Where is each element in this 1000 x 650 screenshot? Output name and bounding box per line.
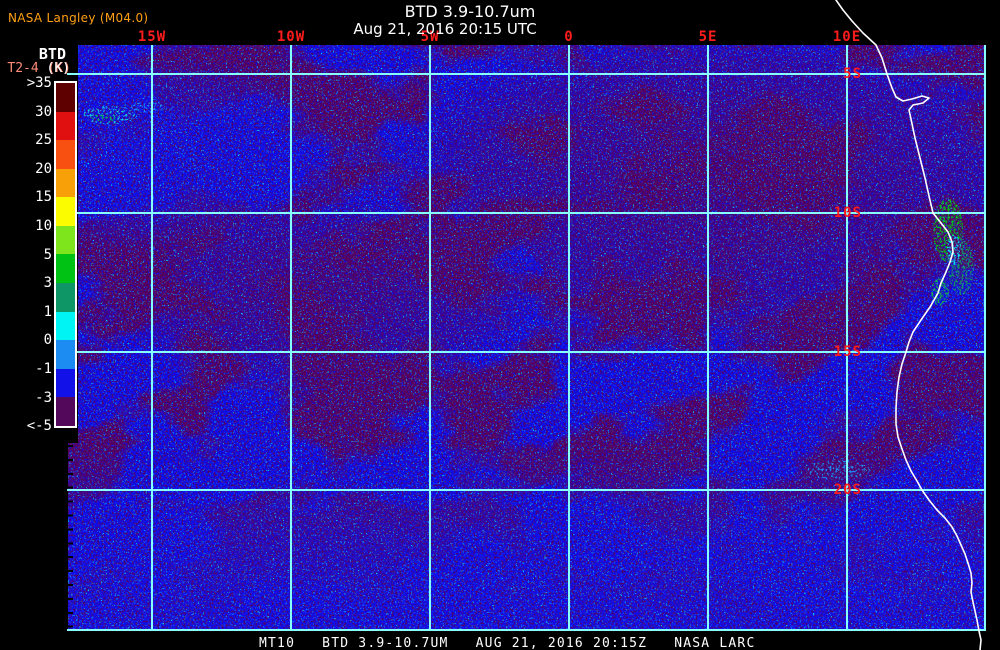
meridian-label-15w: 15W [137, 29, 167, 45]
product-timestamp: Aug 21, 2016 20:15 UTC [353, 20, 537, 38]
latitude-minor-ticks [68, 445, 73, 631]
parallel-label-15s: 15S [833, 344, 862, 360]
colorbar-segment [56, 340, 75, 369]
colorbar-segment [56, 254, 75, 284]
meridian-line-0 [568, 45, 570, 631]
footer-caption: MT10 BTD 3.9-10.7UM AUG 21, 2016 20:15Z … [259, 636, 756, 650]
colorbar-segment [56, 111, 75, 141]
meridian-line-5w [429, 45, 431, 631]
colorbar-scale [54, 81, 77, 428]
meridian-line-5e [707, 45, 709, 631]
map-bottom-border [67, 629, 986, 631]
colorbar-segment [56, 83, 75, 112]
meridian-label-5w: 5W [420, 29, 440, 45]
colorbar-title: BTD [38, 45, 66, 63]
colorbar-tick: 3 [43, 275, 52, 291]
colorbar-tick: <-5 [26, 418, 52, 434]
credit-label: NASA Langley (M04.0) [8, 11, 149, 25]
colorbar-segment [56, 397, 75, 426]
meridian-line-10w [290, 45, 292, 631]
parallel-label-10s: 10S [833, 205, 862, 221]
parallel-line-20s [67, 489, 986, 491]
parallel-line-10s [67, 212, 986, 214]
colorbar-tick: 20 [35, 161, 52, 177]
colorbar-segment [56, 197, 75, 226]
colorbar-segment [56, 283, 75, 312]
colorbar-tick: 10 [35, 218, 52, 234]
parallel-line-15s [67, 351, 986, 353]
colorbar-tick: 30 [35, 104, 52, 120]
colorbar-segment [56, 311, 75, 341]
meridian-line-10e [846, 45, 848, 631]
colorbar-variable-label: T2-4 (K) [0, 61, 70, 76]
colorbar-segment [56, 168, 75, 198]
meridian-label-10e: 10E [832, 29, 862, 45]
colorbar-segment [56, 225, 75, 255]
meridian-line-15w [151, 45, 153, 631]
colorbar-variable: T2-4 [7, 61, 39, 76]
colorbar-tick: 0 [43, 332, 52, 348]
meridian-label-0: 0 [564, 29, 574, 45]
colorbar-tick: 15 [35, 189, 52, 205]
colorbar-tick: 1 [43, 304, 52, 320]
meridian-label-10w: 10W [276, 29, 306, 45]
parallel-line-5s [67, 73, 986, 75]
colorbar-tick: >35 [26, 75, 52, 91]
colorbar-segment [56, 368, 75, 398]
colorbar-tick: -1 [35, 361, 52, 377]
parallel-label-5s: 5S [843, 66, 862, 82]
meridian-label-5e: 5E [698, 29, 718, 45]
colorbar-segment [56, 140, 75, 169]
product-title: BTD 3.9-10.7um [404, 2, 536, 21]
colorbar-tick: -3 [35, 390, 52, 406]
colorbar-tick: 25 [35, 132, 52, 148]
map-right-border [984, 45, 986, 631]
satellite-map-image [68, 45, 985, 631]
colorbar-unit: (K) [46, 61, 70, 76]
colorbar-tick: 5 [43, 247, 52, 263]
parallel-label-20s: 20S [833, 482, 862, 498]
